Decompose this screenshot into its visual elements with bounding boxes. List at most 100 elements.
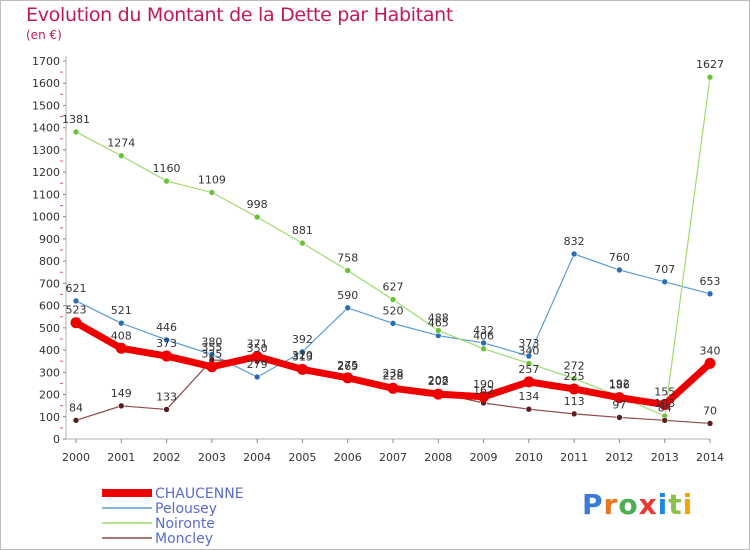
data-label: 653 (700, 275, 721, 288)
data-point (251, 351, 263, 363)
x-tick-label: 2002 (153, 451, 181, 464)
data-label: 155 (654, 386, 675, 399)
data-point (613, 392, 625, 404)
axes: 0 100 200 300 400 500 600 700 800 900 1000 1100 1200… (32, 55, 724, 464)
data-label: 832 (564, 235, 585, 248)
data-point (523, 376, 535, 388)
data-point (163, 406, 170, 413)
x-tick-label: 2009 (470, 451, 498, 464)
data-label: 269 (337, 360, 358, 373)
y-tick-label: 0 (53, 433, 60, 446)
data-labels: 621 521 446 380 279 392 590 520 465 432 373 832 760 7… (62, 58, 724, 417)
data-label: 760 (609, 251, 630, 264)
x-tick-label: 2010 (515, 451, 543, 464)
y-unit-label: (en €) (26, 28, 62, 42)
chart-title: Evolution du Montant de la Dette par Hab… (26, 4, 454, 26)
data-point (299, 348, 306, 356)
data-point (342, 372, 354, 384)
data-point (432, 388, 444, 400)
data-label: 1627 (696, 58, 724, 71)
data-point (206, 361, 218, 373)
data-label: 190 (473, 378, 494, 391)
data-point (525, 352, 533, 360)
data-label: 1160 (153, 162, 181, 175)
data-label: 1109 (198, 173, 226, 186)
logo-letter: t (668, 488, 683, 521)
logo-letter: x (638, 488, 658, 521)
y-tick-label: 600 (39, 300, 60, 313)
data-label: 621 (66, 282, 87, 295)
data-label: 408 (111, 329, 132, 342)
y-tick-label: 300 (39, 366, 60, 379)
data-label: 355 (201, 341, 222, 354)
data-label: 350 (247, 342, 268, 355)
y-tick-label: 1000 (32, 211, 60, 224)
data-point (525, 405, 533, 413)
data-point (253, 213, 261, 221)
legend-label: CHAUCENNE (155, 486, 244, 502)
data-label: 371 (247, 338, 268, 351)
data-point (72, 297, 80, 305)
data-point (480, 345, 487, 353)
data-label: 881 (292, 224, 313, 237)
data-point (70, 317, 82, 329)
data-label: 134 (518, 390, 539, 403)
data-label: 521 (111, 304, 132, 317)
data-point (478, 391, 490, 403)
data-point (344, 304, 352, 312)
data-point (296, 363, 308, 375)
data-label: 320 (292, 349, 313, 362)
data-point (661, 278, 669, 286)
data-point (661, 417, 669, 424)
x-tick-label: 2011 (560, 451, 588, 464)
data-label: 340 (518, 344, 539, 357)
y-tick-label: 700 (39, 277, 60, 290)
x-tick-label: 2001 (107, 451, 135, 464)
y-tick-label: 400 (39, 344, 60, 357)
data-label: 186 (609, 379, 630, 392)
data-point (659, 399, 671, 411)
y-tick-label: 500 (39, 322, 60, 335)
data-point (117, 319, 125, 327)
data-label: 758 (337, 251, 358, 264)
data-label: 1381 (62, 113, 90, 126)
data-label: 627 (383, 281, 404, 294)
data-label: 523 (66, 304, 87, 317)
data-label: 149 (111, 387, 132, 400)
data-point (163, 336, 170, 344)
data-label: 313 (292, 350, 313, 363)
data-label: 162 (473, 384, 494, 397)
x-tick-label: 2012 (605, 451, 633, 464)
data-point (570, 410, 578, 418)
data-label: 590 (337, 289, 358, 302)
data-point (161, 350, 173, 362)
data-label: 279 (247, 358, 268, 371)
data-label: 373 (518, 337, 539, 350)
x-tick-label: 2007 (379, 451, 407, 464)
legend-label: Noironte (155, 516, 215, 532)
data-point (387, 382, 399, 394)
x-tick-label: 2013 (651, 451, 679, 464)
data-point (163, 177, 170, 185)
x-tick-label: 2014 (696, 451, 724, 464)
data-label: 113 (564, 395, 585, 408)
y-tick-label: 800 (39, 255, 60, 268)
data-label: 275 (337, 359, 358, 372)
data-label: 272 (564, 360, 585, 373)
y-tick-label: 1100 (32, 188, 60, 201)
data-label: 228 (383, 369, 404, 382)
logo-letter: P (582, 488, 604, 521)
x-tick-label: 2005 (288, 451, 316, 464)
x-tick-label: 2004 (243, 451, 271, 464)
x-tick-label: 2003 (198, 451, 226, 464)
data-point (344, 267, 352, 274)
data-label: 70 (703, 404, 717, 417)
data-label: 392 (292, 333, 313, 346)
data-label: 133 (156, 390, 177, 403)
data-label: 380 (201, 336, 222, 349)
data-point (299, 239, 306, 247)
data-label: 446 (156, 321, 177, 334)
data-point (117, 152, 125, 160)
data-label: 208 (428, 374, 449, 387)
